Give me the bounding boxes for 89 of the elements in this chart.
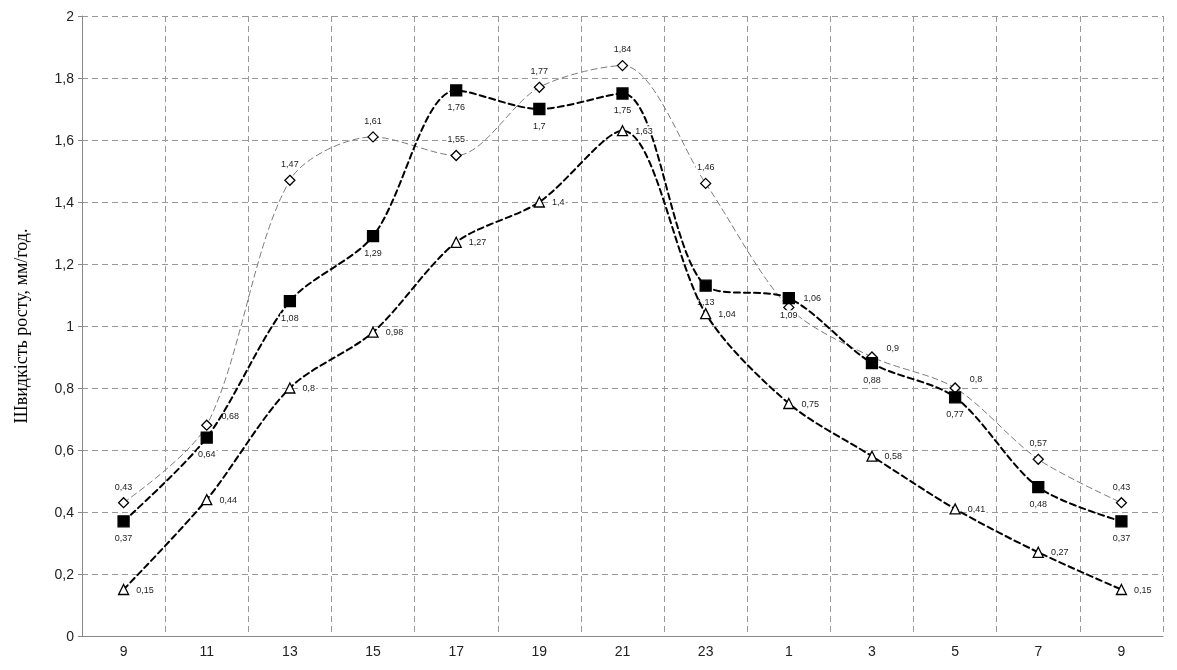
point — [783, 397, 795, 410]
data-label: 1,84 — [613, 44, 632, 55]
data-label: 1,7 — [533, 120, 546, 131]
data-label: 0,98 — [385, 327, 404, 338]
x-tick-label: 9 — [119, 643, 128, 659]
point — [948, 391, 962, 404]
point — [616, 125, 629, 137]
x-tick-label: 21 — [614, 643, 631, 659]
data-label: 0,64 — [197, 449, 216, 460]
data-label: 0,15 — [136, 584, 154, 595]
y-tick-label: 0,4 — [54, 504, 75, 520]
data-label: 0,88 — [863, 374, 881, 385]
x-tick-label: 17 — [448, 643, 465, 659]
data-label: 0,37 — [114, 532, 133, 543]
x-tick-label: 11 — [199, 643, 215, 659]
point — [616, 87, 629, 100]
data-label: 1,08 — [281, 312, 299, 323]
data-label: 0,15 — [1134, 584, 1152, 595]
data-label: 1,46 — [696, 162, 715, 173]
y-tick-label: 0,2 — [54, 566, 75, 582]
y-tick-label: 1,6 — [54, 132, 75, 148]
data-label: 1,09 — [780, 309, 798, 320]
point — [782, 291, 795, 305]
data-label: 0,77 — [946, 408, 964, 419]
y-tick-label: 2 — [66, 8, 75, 24]
point — [1032, 546, 1044, 558]
x-tick-label: 7 — [1034, 643, 1043, 659]
x-tick-label: 9 — [1117, 643, 1126, 659]
y-tick-label: 1,2 — [54, 256, 75, 272]
point — [284, 382, 296, 394]
y-tick-label: 0,6 — [54, 442, 75, 458]
point — [367, 326, 379, 338]
point — [450, 84, 463, 97]
point — [949, 503, 961, 515]
data-label: 1,75 — [613, 105, 632, 116]
point — [283, 295, 297, 308]
point — [533, 102, 546, 116]
point — [699, 279, 712, 292]
data-label: 0,43 — [1112, 481, 1131, 492]
y-tick-label: 0 — [66, 628, 75, 644]
data-label: 0,43 — [114, 481, 133, 492]
data-label: 1,06 — [803, 293, 821, 304]
x-tick-label: 19 — [531, 643, 548, 659]
data-label: 1,04 — [718, 308, 736, 319]
data-label: 1,63 — [635, 125, 653, 136]
x-tick-label: 13 — [282, 643, 298, 659]
data-label: 0,44 — [219, 494, 237, 505]
y-tick-label: 1,4 — [54, 194, 75, 210]
data-label: 0,48 — [1029, 498, 1048, 509]
point — [200, 431, 213, 444]
point — [117, 583, 130, 596]
data-label: 0,75 — [801, 398, 819, 409]
point — [1115, 583, 1128, 596]
data-label: 1,29 — [364, 247, 382, 258]
point — [1115, 515, 1128, 528]
point — [117, 515, 130, 528]
point — [700, 307, 712, 320]
data-label: 1,61 — [364, 115, 382, 126]
y-tick-label: 0,8 — [54, 380, 75, 396]
data-label: 0,68 — [221, 411, 239, 422]
data-label: 1,4 — [552, 197, 565, 207]
y-axis-title: Швидкість росту, мм/год. — [11, 228, 31, 424]
data-label: 0,27 — [1050, 547, 1069, 558]
point — [865, 357, 879, 370]
data-label: 1,76 — [447, 102, 465, 113]
data-label: 1,77 — [530, 66, 549, 77]
data-label: 0,37 — [1112, 532, 1131, 543]
data-label: 0,9 — [886, 343, 900, 353]
data-label: 0,57 — [1029, 438, 1048, 449]
y-tick-label: 1 — [66, 318, 75, 334]
point — [450, 236, 462, 248]
point — [533, 196, 545, 208]
x-tick-label: 15 — [365, 643, 382, 659]
data-label: 1,55 — [447, 134, 465, 145]
y-tick-label: 1,8 — [54, 70, 75, 86]
data-label: 0,8 — [302, 383, 316, 393]
point — [366, 229, 380, 243]
data-label: 0,8 — [969, 374, 983, 384]
x-tick-label: 5 — [951, 643, 960, 659]
x-tick-label: 3 — [868, 643, 877, 659]
x-tick-label: 1 — [784, 643, 793, 659]
point — [201, 493, 213, 506]
point — [1032, 481, 1045, 494]
data-label: 0,58 — [884, 451, 903, 462]
data-label: 0,41 — [967, 503, 986, 514]
data-label: 1,27 — [468, 237, 487, 248]
data-label: 1,47 — [281, 159, 299, 170]
x-tick-label: 23 — [697, 643, 714, 659]
point — [866, 450, 878, 462]
